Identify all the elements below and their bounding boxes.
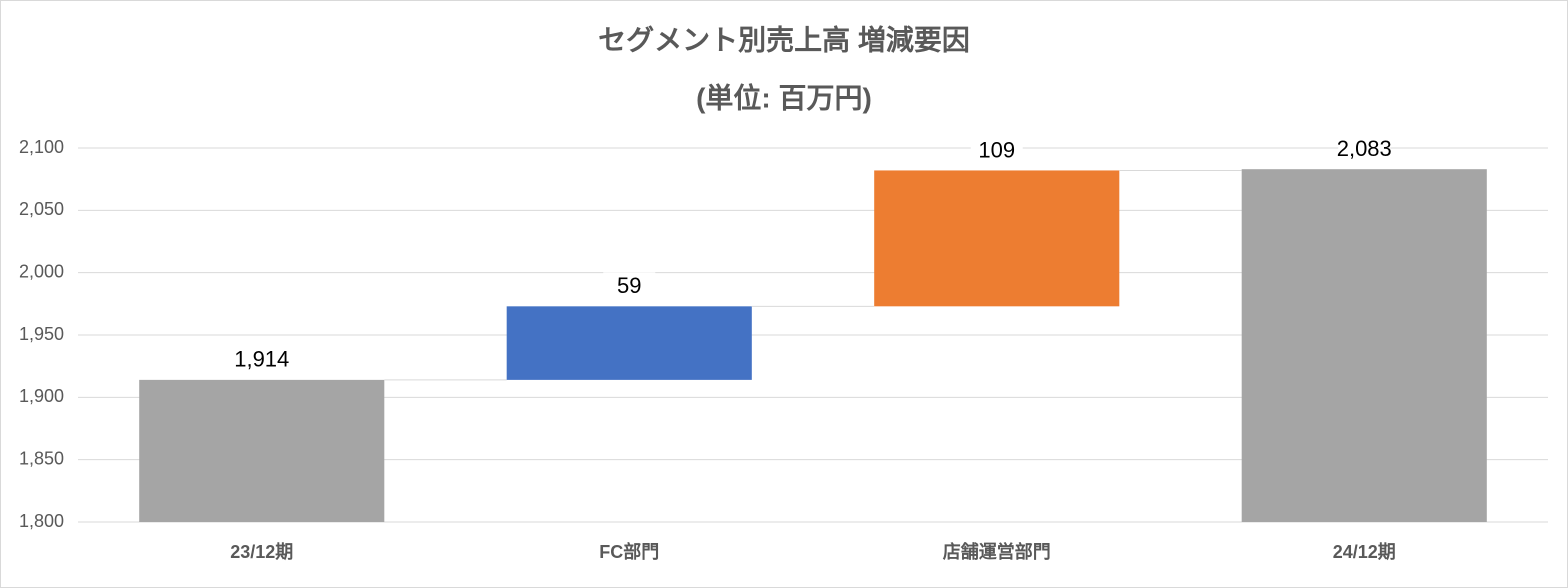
bar [874,170,1120,307]
value-label-bg [1338,135,1391,166]
bar [139,379,385,522]
value-label: 2,083 [1337,136,1392,161]
value-label-bg [235,345,288,376]
value-label: 1,914 [234,347,289,372]
x-tick-label: 23/12期 [230,542,293,562]
x-tick-label: 店舗運営部門 [943,541,1051,562]
y-tick-label: 1,900 [19,386,64,406]
y-tick-label: 2,000 [19,261,64,281]
chart-subtitle: (単位: 百万円) [696,81,872,113]
chart-title: セグメント別売上高 増減要因 [598,24,970,55]
value-label-bg [970,136,1023,167]
x-tick-label: 24/12期 [1333,542,1396,562]
y-tick-label: 1,850 [19,448,64,468]
y-tick-label: 2,050 [19,199,64,219]
value-label: 59 [617,273,641,298]
bar [1241,169,1487,522]
bar [506,306,752,380]
value-label: 109 [978,137,1015,162]
value-label-bg [603,272,656,303]
y-tick-label: 1,800 [19,511,64,531]
y-tick-label: 1,950 [19,324,64,344]
x-tick-label: FC部門 [599,541,659,562]
y-tick-label: 2,100 [19,137,64,157]
